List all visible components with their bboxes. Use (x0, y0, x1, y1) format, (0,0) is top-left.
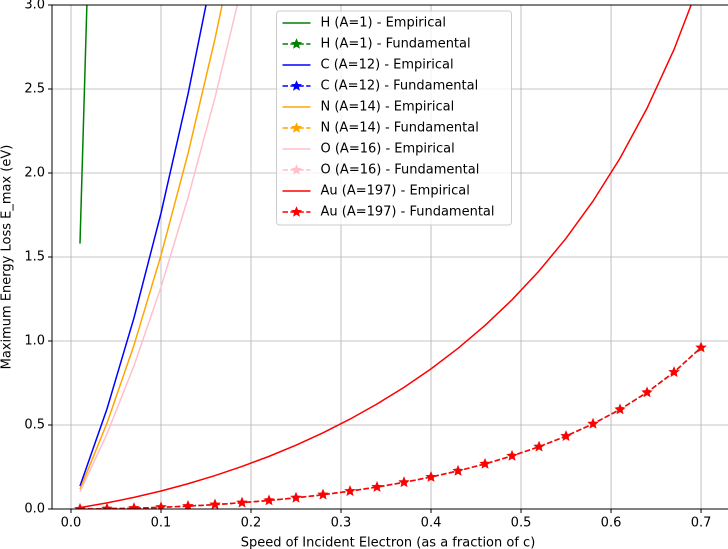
series-line (79, 5, 88, 244)
star-marker (398, 476, 410, 488)
legend: H (A=1) - Empirical H (A=1) - Fundamental… (276, 10, 512, 226)
star-marker (290, 491, 302, 503)
ticks: 0.0 0.1 0.2 0.3 0.4 0.5 0.6 0.7 0.0 0.5 1.0 1.5 2.0 2… (24, 0, 711, 531)
legend-label: C (A=12) - Empirical (321, 58, 454, 73)
star-marker (182, 500, 194, 509)
star-marker (74, 503, 86, 509)
star-marker (452, 465, 464, 476)
y-tick-label: 3.0 (24, 0, 45, 13)
legend-marker (290, 122, 303, 133)
star-marker (560, 430, 572, 441)
legend-marker (290, 38, 303, 49)
series-line (79, 5, 239, 493)
star-marker (668, 366, 680, 377)
star-marker (506, 450, 518, 461)
legend-label: O (A=16) - Fundamental (321, 163, 480, 178)
star-marker (695, 341, 707, 353)
star-marker (479, 458, 491, 469)
legend-label: H (A=1) - Empirical (321, 16, 447, 31)
y-tick-label: 0.5 (24, 418, 45, 433)
x-tick-label: 0.4 (421, 516, 442, 531)
y-axis-label: Maximum Energy Loss E_max (eV) (0, 145, 15, 370)
star-marker (155, 501, 167, 509)
legend-marker (290, 164, 303, 175)
star-marker (587, 418, 599, 429)
star-marker (614, 403, 626, 415)
star-marker (641, 386, 653, 398)
star-marker (128, 502, 140, 509)
star-marker (533, 440, 545, 452)
star-marker (236, 496, 248, 508)
legend-box (276, 10, 512, 226)
x-tick-label: 0.6 (601, 516, 622, 531)
x-tick-label: 0.5 (511, 516, 532, 531)
legend-label: N (A=14) - Fundamental (321, 121, 479, 136)
series-line (79, 5, 223, 490)
x-tick-label: 0.2 (241, 516, 262, 531)
star-marker (263, 494, 275, 506)
star-marker (371, 481, 383, 492)
y-tick-label: 2.5 (24, 82, 45, 97)
legend-label: Au (A=197) - Empirical (321, 184, 470, 199)
series-line (79, 347, 702, 509)
star-marker (101, 502, 113, 509)
x-tick-label: 0.0 (61, 516, 82, 531)
y-tick-label: 1.0 (24, 334, 45, 349)
star-marker (209, 498, 221, 509)
x-tick-label: 0.7 (691, 516, 712, 531)
series-line (79, 5, 692, 509)
legend-label: N (A=14) - Empirical (321, 100, 455, 115)
star-marker (425, 471, 437, 482)
x-tick-label: 0.3 (331, 516, 352, 531)
series-line (79, 5, 207, 487)
star-marker (344, 485, 356, 496)
y-tick-label: 0.0 (24, 502, 45, 517)
x-axis-label: Speed of Incident Electron (as a fractio… (241, 536, 536, 549)
legend-label: Au (A=197) - Fundamental (321, 205, 495, 220)
star-marker (317, 488, 329, 500)
y-tick-label: 2.0 (24, 166, 45, 181)
legend-marker (290, 206, 303, 217)
x-tick-label: 0.1 (151, 516, 172, 531)
y-tick-label: 1.5 (24, 250, 45, 265)
legend-label: O (A=16) - Empirical (321, 142, 455, 157)
legend-marker (290, 80, 303, 91)
legend-label: C (A=12) - Fundamental (321, 79, 479, 94)
plot-area (74, 5, 707, 509)
legend-label: H (A=1) - Fundamental (321, 37, 471, 52)
